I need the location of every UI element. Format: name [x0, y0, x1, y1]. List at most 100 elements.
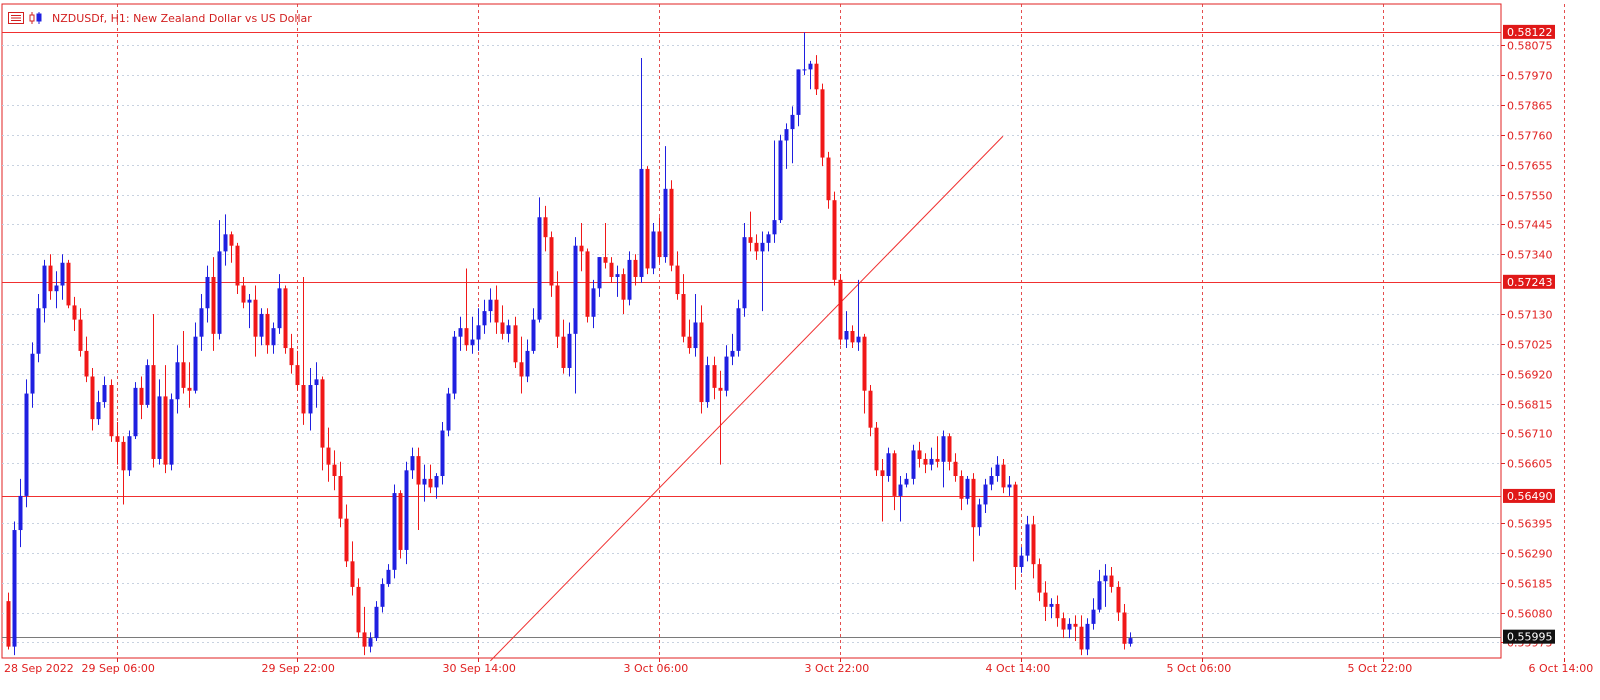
candle-body	[760, 242, 765, 252]
candle-body	[12, 530, 17, 647]
price-tick-label: 0.57970	[1507, 70, 1553, 83]
price-tick-label: 0.56185	[1507, 578, 1553, 591]
candle-body	[133, 387, 138, 437]
candle-body	[1049, 603, 1054, 607]
candle-body	[1013, 484, 1018, 568]
chart-menu-icon[interactable]	[8, 12, 24, 24]
candle-body	[1097, 581, 1102, 610]
candle-body	[808, 63, 813, 70]
candle-body	[832, 200, 837, 280]
candle-body	[1079, 626, 1084, 650]
candle-body	[78, 319, 83, 351]
candle-body	[157, 396, 162, 459]
candle-body	[675, 265, 680, 295]
candle-body	[54, 285, 59, 292]
candle-body	[603, 257, 608, 263]
plot-frame	[1, 3, 1502, 659]
time-axis-label: 29 Sep 06:00	[82, 662, 155, 675]
candle-body	[971, 478, 976, 528]
candle-body	[265, 313, 270, 346]
candle-body	[6, 601, 11, 647]
candle-body	[1043, 592, 1048, 607]
candle-body	[223, 234, 228, 252]
candle-body	[983, 484, 988, 505]
candle-body	[344, 518, 349, 562]
candle-body	[844, 331, 849, 340]
candlestick-mode-icon[interactable]	[28, 12, 44, 24]
price-tick-label: 0.56290	[1507, 548, 1553, 561]
price-tick-label: 0.57760	[1507, 130, 1553, 143]
candle-body	[929, 458, 934, 465]
candle-body	[573, 245, 578, 334]
candle-body	[1103, 575, 1108, 582]
candle-body	[772, 220, 777, 235]
chart-title: NZDUSDf, H1: New Zealand Dollar vs US Do…	[52, 11, 312, 25]
candle-body	[549, 237, 554, 286]
candle-body	[820, 89, 825, 158]
candle-body	[66, 262, 71, 306]
candle-body	[1001, 464, 1006, 488]
candle-body	[531, 319, 536, 351]
candle-body	[519, 362, 524, 377]
candle-body	[1025, 524, 1030, 556]
candle-body	[175, 362, 180, 400]
candle-body	[947, 436, 952, 462]
candle-body	[736, 308, 741, 351]
candle-body	[1061, 618, 1066, 630]
candle-body	[784, 129, 789, 141]
candle-body	[109, 385, 114, 437]
candle-body	[579, 245, 584, 252]
level-price-tag: 0.57243	[1507, 276, 1553, 289]
time-axis-label: 3 Oct 06:00	[624, 662, 689, 675]
candle-body	[229, 234, 234, 246]
price-tick-label: 0.57550	[1507, 190, 1553, 203]
candle-body	[1109, 575, 1114, 587]
candle-body	[410, 456, 415, 471]
candle-body	[482, 311, 487, 326]
candle-body	[748, 237, 753, 243]
candle-body	[36, 308, 41, 354]
candle-body	[506, 325, 511, 334]
candle-body	[434, 476, 439, 488]
price-tick-label: 0.57025	[1507, 339, 1553, 352]
candle-body	[712, 365, 717, 388]
time-axis-label: 6 Oct 14:00	[1529, 662, 1594, 675]
price-tick-label: 0.56815	[1507, 399, 1553, 412]
candle-body	[374, 606, 379, 639]
candle-body	[826, 157, 831, 201]
candle-body	[754, 242, 759, 252]
candle-body	[464, 328, 469, 346]
candle-body	[965, 478, 970, 499]
candle-body	[404, 470, 409, 550]
level-price-tag: 0.56490	[1507, 490, 1553, 503]
candle-body	[1067, 623, 1072, 630]
candle-body	[699, 322, 704, 403]
candle-body	[416, 456, 421, 485]
candle-body	[862, 336, 867, 391]
time-axis-label: 4 Oct 14:00	[986, 662, 1051, 675]
price-tick-label: 0.56605	[1507, 458, 1553, 471]
candle-body	[977, 504, 982, 528]
candle-body	[18, 495, 23, 531]
candle-body	[705, 365, 710, 403]
candle-body	[217, 251, 222, 334]
candle-body	[84, 350, 89, 377]
candle-body	[796, 69, 801, 115]
price-tick-label: 0.56395	[1507, 518, 1553, 531]
candle-body	[121, 441, 126, 471]
candle-body	[995, 464, 1000, 477]
time-axis-label: 29 Sep 22:00	[262, 662, 335, 675]
candle-body	[193, 336, 198, 391]
candle-body	[386, 569, 391, 585]
candle-body	[555, 285, 560, 337]
candle-body	[1116, 586, 1121, 613]
time-axis-label: 3 Oct 22:00	[805, 662, 870, 675]
candle-body	[778, 140, 783, 221]
price-tick-label: 0.56920	[1507, 369, 1553, 382]
candle-body	[525, 350, 530, 377]
candle-body	[332, 464, 337, 477]
candle-body	[422, 478, 427, 485]
candle-body	[639, 168, 644, 277]
